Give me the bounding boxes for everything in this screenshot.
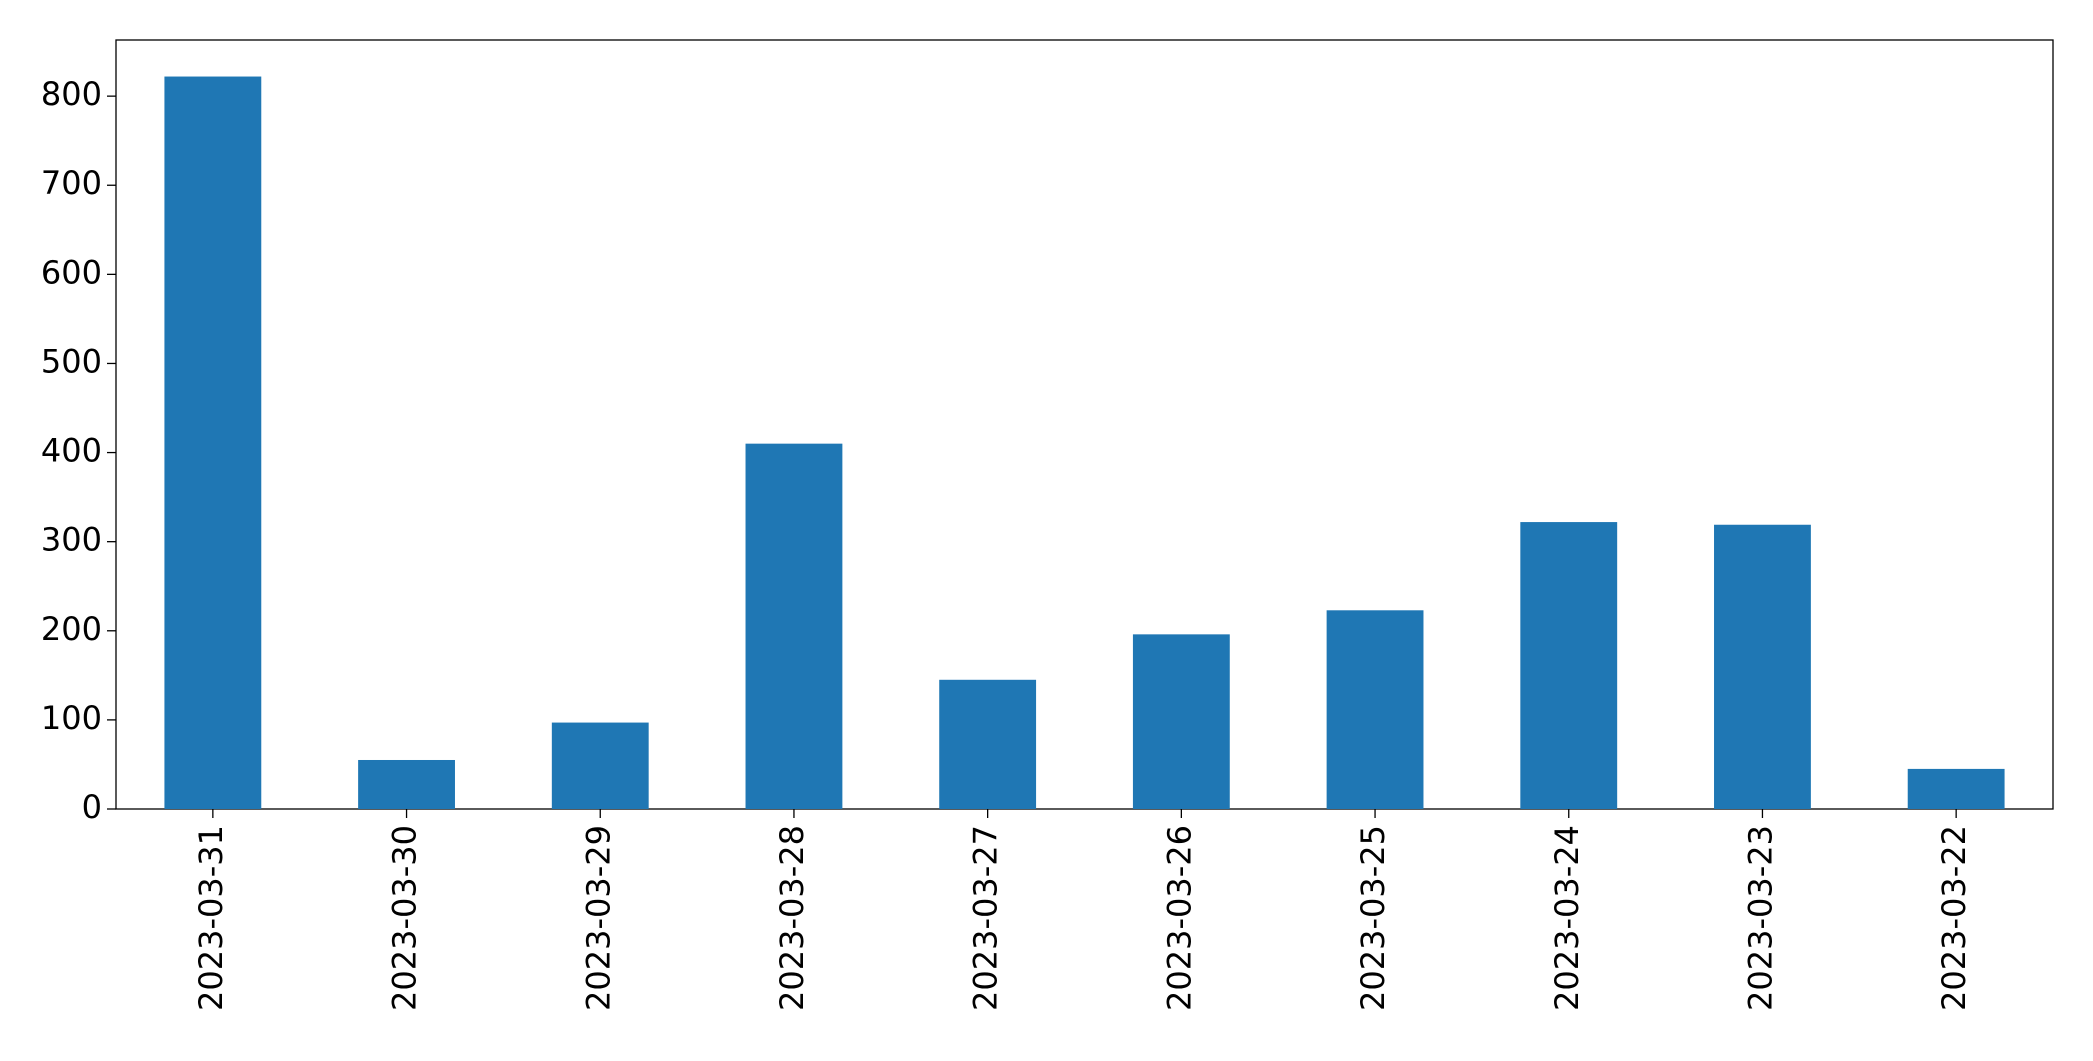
- y-tick-label: 800: [41, 75, 102, 113]
- bar: [939, 679, 1037, 809]
- y-tick-label: 600: [41, 253, 102, 291]
- y-tick-label: 400: [41, 432, 102, 470]
- bar: [745, 443, 843, 809]
- bar: [1907, 768, 2005, 809]
- x-tick-label: 2023-03-22: [1935, 825, 1973, 1011]
- x-tick-label: 2023-03-28: [773, 825, 811, 1011]
- axes-frame: [115, 39, 2054, 810]
- x-tick-label: 2023-03-27: [967, 825, 1005, 1011]
- x-tick-label: 2023-03-30: [386, 825, 424, 1011]
- bar: [164, 76, 262, 809]
- y-tick-label: 100: [41, 699, 102, 737]
- x-tick-label: 2023-03-25: [1354, 825, 1392, 1011]
- x-tick-label: 2023-03-24: [1548, 825, 1586, 1011]
- bar: [551, 722, 649, 809]
- bar: [1520, 522, 1618, 809]
- y-tick-label: 300: [41, 521, 102, 559]
- x-tick-label: 2023-03-29: [579, 825, 617, 1011]
- y-tick-label: 700: [41, 164, 102, 202]
- bar: [1132, 634, 1230, 809]
- y-tick-label: 0: [82, 788, 102, 826]
- y-tick-label: 200: [41, 610, 102, 648]
- y-tick-label: 500: [41, 342, 102, 380]
- bar: [1714, 524, 1811, 809]
- x-tick-label: 2023-03-26: [1160, 825, 1198, 1011]
- x-tick-label: 2023-03-23: [1741, 825, 1779, 1011]
- x-tick-label: 2023-03-31: [192, 825, 230, 1011]
- bar: [358, 759, 455, 809]
- bar: [1326, 610, 1424, 809]
